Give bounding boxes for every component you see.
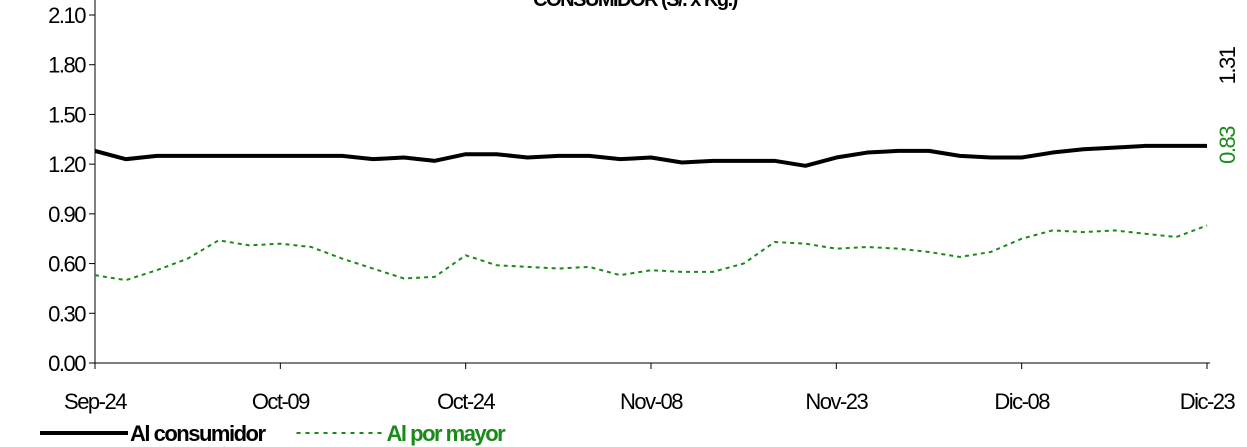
line-series xyxy=(94,143,1207,168)
chart-title: CONSUMIDOR (S/. x Kg.) xyxy=(533,0,738,11)
annotation: 1.31 xyxy=(1215,46,1240,84)
y-tick-label: 1.50 xyxy=(48,102,86,127)
y-tick-label: 2.10 xyxy=(48,3,86,28)
legend-label: Al consumidor xyxy=(130,421,266,446)
legend-label: Al por mayor xyxy=(387,421,507,446)
line-series xyxy=(94,224,1208,282)
annotation: 0.83 xyxy=(1215,126,1240,164)
x-tick-label: Nov-08 xyxy=(620,389,683,414)
x-tick-label: Oct-24 xyxy=(437,389,495,414)
x-tick-label: Sep-24 xyxy=(64,389,127,414)
y-tick-label: 0.60 xyxy=(48,252,86,277)
x-tick-label: Dic-08 xyxy=(994,389,1050,414)
y-tick-label: 1.80 xyxy=(48,53,86,78)
x-tick-label: Nov-23 xyxy=(805,389,868,414)
y-tick-label: 0.00 xyxy=(48,351,86,376)
y-tick-label: 0.90 xyxy=(48,202,86,227)
y-tick-label: 1.20 xyxy=(48,152,86,177)
x-tick-label: Dic-23 xyxy=(1180,389,1236,414)
y-tick-label: 0.30 xyxy=(48,301,86,326)
x-tick-label: Oct-09 xyxy=(252,389,310,414)
